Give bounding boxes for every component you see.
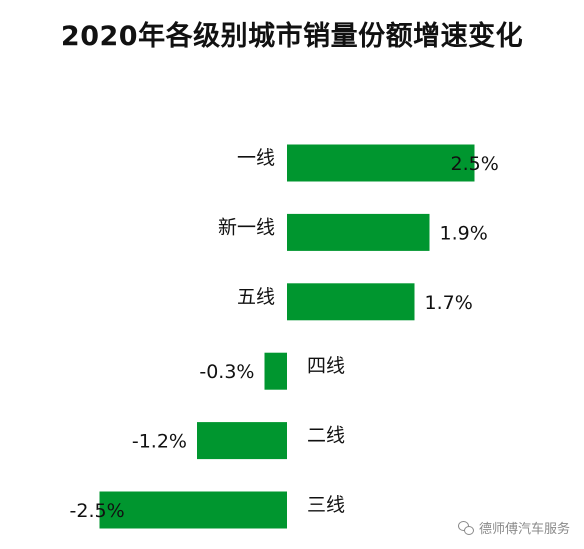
category-label: 一线: [237, 147, 275, 169]
value-label: 2.5%: [451, 153, 499, 175]
chart-title: 2020年各级别城市销量份额增速变化: [60, 21, 524, 52]
value-label: 1.9%: [440, 222, 488, 244]
bar-1: [287, 144, 475, 182]
category-label: 四线: [307, 355, 345, 377]
bar-2: [287, 213, 430, 251]
bar-6: [99, 491, 287, 529]
watermark-text: 德师傅汽车服务: [478, 522, 570, 537]
bar-4: [264, 352, 287, 390]
category-label: 三线: [307, 494, 345, 516]
category-label: 二线: [307, 425, 345, 447]
watermark: 德师傅汽车服务: [457, 518, 570, 537]
bar-5: [197, 422, 287, 460]
value-label: 1.7%: [425, 292, 473, 314]
category-label: 新一线: [218, 216, 275, 238]
bar-3: [287, 283, 415, 321]
value-label: -2.5%: [70, 500, 125, 522]
value-label: -1.2%: [132, 431, 187, 453]
value-label: -0.3%: [199, 361, 254, 383]
category-label: 五线: [237, 286, 275, 308]
wechat-icon: [457, 520, 474, 535]
